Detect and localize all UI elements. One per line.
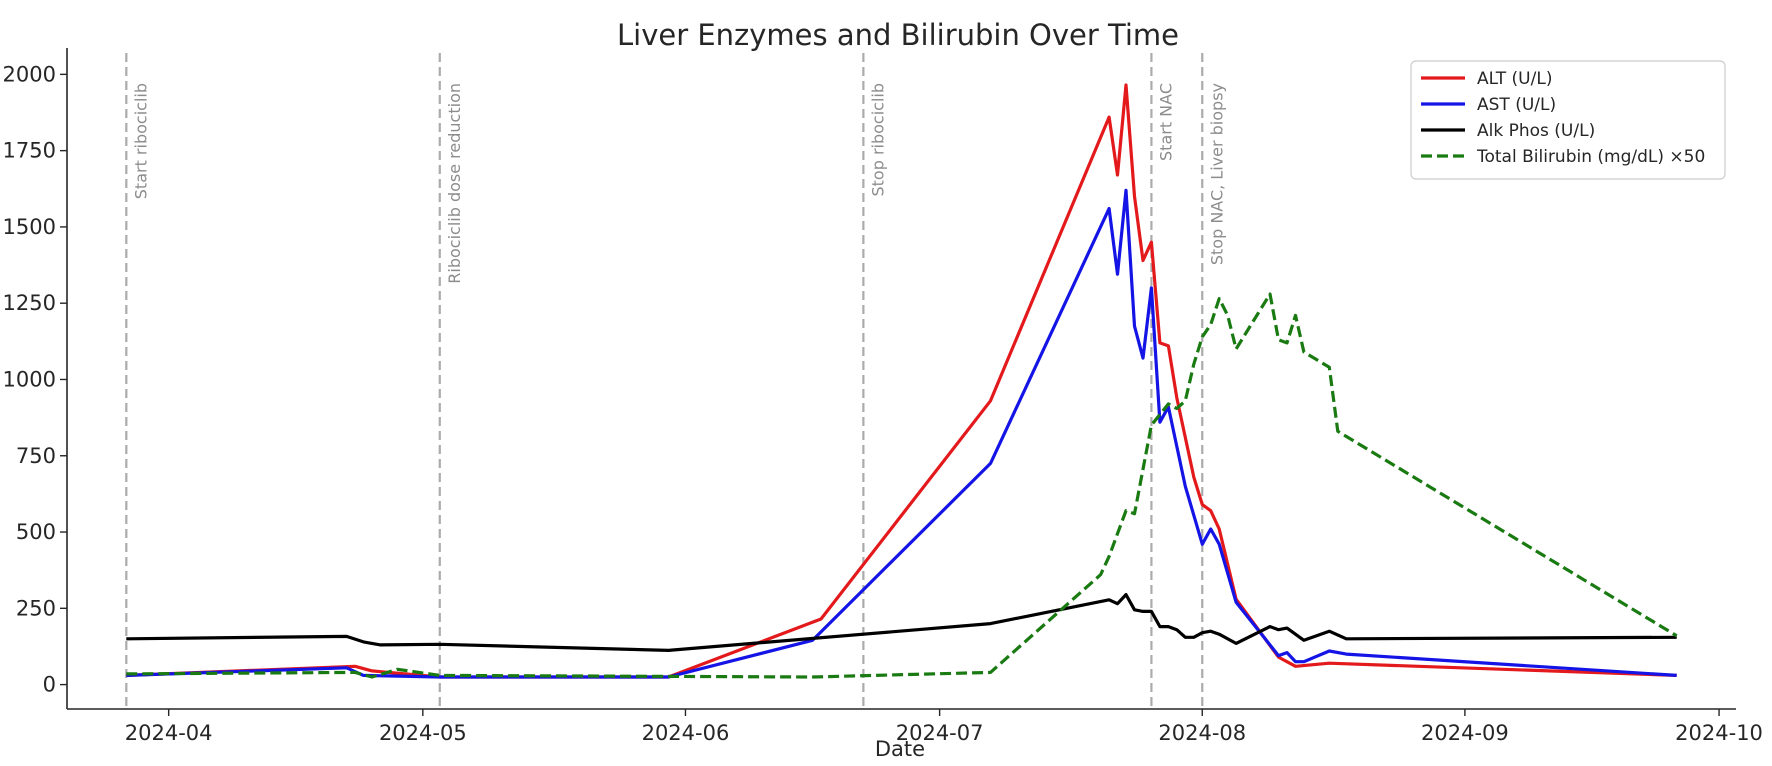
event-label: Start NAC	[1156, 83, 1175, 161]
legend-label: AST (U/L)	[1477, 95, 1556, 115]
x-tick-label: 2024-06	[642, 721, 730, 745]
x-axis-label: Date	[875, 737, 925, 761]
y-tick-label: 1000	[3, 367, 56, 391]
y-tick-label: 2000	[3, 62, 56, 86]
event-label: Stop NAC, Liver biopsy	[1207, 83, 1226, 265]
x-tick-label: 2024-05	[379, 721, 467, 745]
x-tick-label: 2024-08	[1158, 721, 1246, 745]
legend: ALT (U/L) AST (U/L) Alk Phos (U/L) Total Bi…	[1410, 60, 1726, 180]
x-tick-label: 2024-04	[125, 721, 213, 745]
series-line-2	[126, 592, 1677, 653]
event-markers: Start ribociclib Ribociclib dose reductio…	[125, 53, 1226, 709]
x-tick-label: 2024-09	[1421, 721, 1509, 745]
y-tick-label: 1750	[3, 139, 56, 163]
x-tick-label: 2024-07	[896, 721, 984, 745]
y-tick-label: 0	[43, 673, 56, 697]
series-line-3	[126, 292, 1678, 679]
legend-label: Alk Phos (U/L)	[1477, 121, 1595, 141]
axes: 0 250 500 750 1000 1250 1500 1750 2000 2024-04 202…	[3, 48, 1763, 745]
y-tick-label: 250	[16, 596, 56, 620]
event-label: Start ribociclib	[131, 83, 150, 199]
series-line-1	[126, 188, 1677, 679]
legend-label: ALT (U/L)	[1477, 69, 1552, 89]
event-label: Ribociclib dose reduction	[445, 83, 464, 284]
chart-title: Liver Enzymes and Bilirubin Over Time	[617, 18, 1179, 52]
x-tick-label: 2024-10	[1675, 721, 1763, 745]
legend-box	[1410, 60, 1726, 180]
y-tick-label: 500	[16, 520, 56, 544]
y-tick-label: 1250	[3, 291, 56, 315]
y-tick-label: 750	[16, 444, 56, 468]
legend-label: Total Bilirubin (mg/dL) ×50	[1476, 147, 1705, 167]
series-lines	[126, 83, 1678, 679]
y-tick-label: 1500	[3, 215, 56, 239]
event-label: Stop ribociclib	[868, 83, 887, 197]
